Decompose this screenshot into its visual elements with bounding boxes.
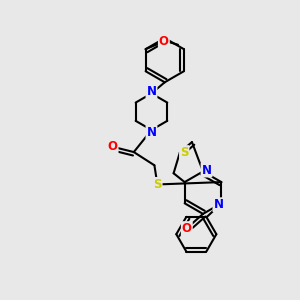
Text: O: O bbox=[182, 222, 192, 235]
Text: N: N bbox=[146, 126, 157, 139]
Text: N: N bbox=[202, 164, 212, 176]
Text: N: N bbox=[146, 85, 157, 98]
Text: S: S bbox=[180, 146, 188, 159]
Text: N: N bbox=[213, 198, 224, 211]
Text: O: O bbox=[159, 35, 169, 48]
Text: S: S bbox=[153, 178, 162, 191]
Text: O: O bbox=[108, 140, 118, 153]
